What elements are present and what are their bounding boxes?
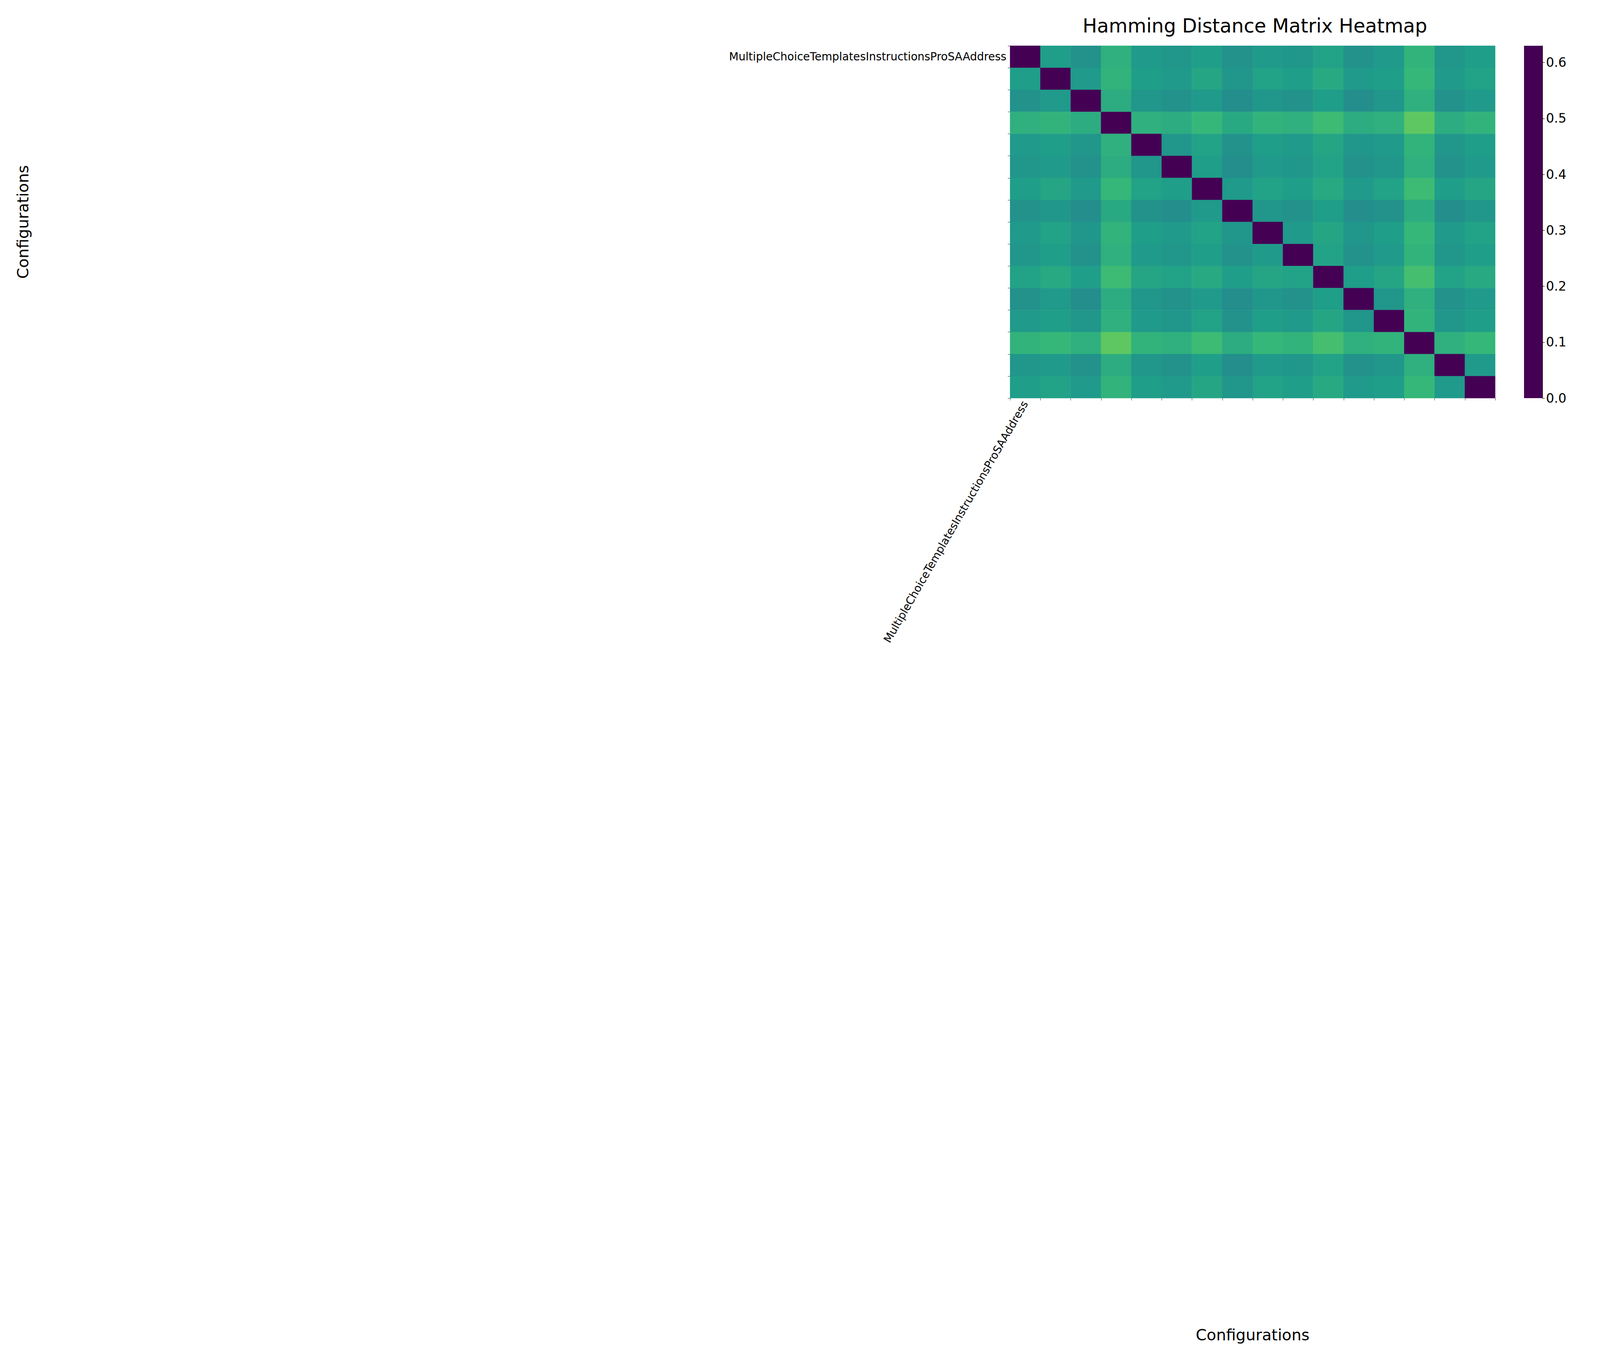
svg-text:Configurations: Configurations: [13, 165, 33, 279]
svg-text:0.5: 0.5: [1545, 110, 1567, 126]
svg-text:Hamming Distance Matrix Heatma: Hamming Distance Matrix Heatmap: [1082, 14, 1428, 38]
svg-text:Configurations: Configurations: [1195, 1325, 1310, 1345]
svg-text:0.1: 0.1: [1545, 334, 1567, 350]
svg-text:0.2: 0.2: [1545, 278, 1567, 294]
svg-text:0.0: 0.0: [1545, 390, 1567, 406]
svg-text:0.4: 0.4: [1545, 167, 1567, 183]
svg-text:0.6: 0.6: [1545, 54, 1567, 71]
svg-text:0.3: 0.3: [1545, 222, 1567, 238]
svg-text:MultipleChoiceTemplatesInstruc: MultipleChoiceTemplatesInstructionsProSA…: [729, 50, 1007, 64]
svg-text:MultipleChoiceTemplatesInstruc: MultipleChoiceTemplatesInstructionsProSA…: [881, 398, 1031, 645]
